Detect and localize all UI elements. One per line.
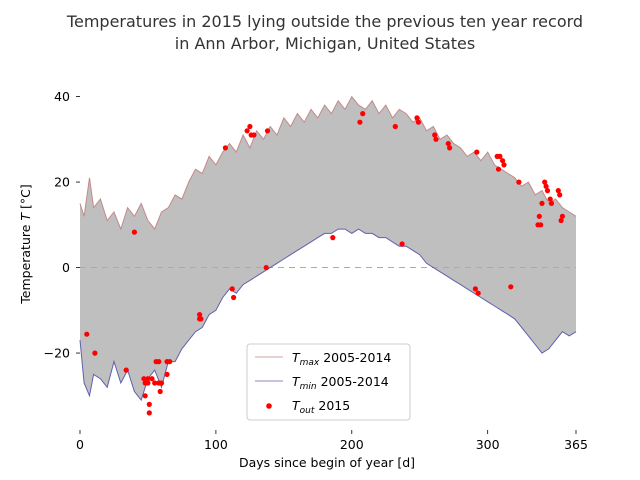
y-axis-label-prefix: Temperature [18,221,33,305]
tout-point [500,158,506,164]
legend-tmax-label: Tmax 2005-2014 [292,350,391,368]
legend-tmax-subscript: max [300,358,320,368]
tout-point [152,380,158,386]
legend-tmin-years: 2005-2014 [317,374,389,389]
tout-point [231,294,237,301]
x-tick-label: 200 [340,437,364,452]
tout-point [222,145,228,151]
legend-tmin-subscript: min [300,382,317,392]
tout-point [145,376,151,382]
tout-point [516,179,522,185]
legend-frame [246,343,411,421]
x-tick-label: 300 [476,437,500,452]
legend: Tmax 2005-2014 Tmin 2005-2014 Tout 2015 [246,343,411,421]
legend-tout-label: Tout 2015 [292,398,350,416]
tout-point [445,141,451,147]
tout-point [555,188,561,194]
record-range-band [80,96,576,401]
tout-point [558,217,564,224]
tout-point [142,393,148,399]
tout-point [548,200,555,206]
tout-point [536,213,542,219]
tout-point [501,162,507,168]
tout-point [145,380,151,386]
tout-point [542,179,548,185]
x-tick-label: 100 [204,437,228,452]
tout-point [84,331,90,337]
tout-point [263,265,269,271]
legend-tmax-years: 2005-2014 [319,350,391,365]
tout-point [547,196,553,202]
tout-point [247,123,253,130]
tout-point [357,119,363,125]
tout-point [399,241,405,247]
tout-point [360,111,366,117]
legend-tmin-symbol: T [292,374,301,389]
tout-point [157,388,163,395]
tout-point [244,128,250,134]
tout-point [156,359,162,365]
legend-tout-swatch [266,403,272,409]
tout-point [198,316,204,322]
tout-point [229,286,235,292]
x-tick-label: 365 [564,437,588,452]
x-tick-label: 0 [76,437,84,452]
legend-tmax-symbol: T [292,350,301,365]
y-axis-label: Temperature T [°C] [18,184,33,305]
tout-point [158,380,165,386]
tout-point [141,376,147,382]
tout-point [131,229,137,235]
tout-point [164,371,170,377]
plot-area [79,95,577,416]
legend-tout-years: 2015 [314,398,350,413]
tout-point [146,401,152,407]
tout-point [539,200,545,206]
y-tick-label: −20 [44,346,70,361]
tout-point [538,222,544,228]
tout-point [167,359,173,365]
tout-point [149,376,155,382]
tout-point [330,235,336,241]
legend-tout-subscript: out [300,406,315,416]
y-tick-label: 0 [62,260,70,275]
tout-point [543,183,549,189]
tmin-line [79,228,577,402]
tout-point [432,132,438,138]
chart-title: Temperatures in 2015 lying outside the p… [66,12,584,31]
y-tick-label: 20 [54,175,70,190]
tout-point [433,136,439,142]
tout-point [92,350,98,356]
chart-subtitle: in Ann Arbor, Michigan, United States [174,34,476,53]
y-axis-label-suffix: [°C] [18,184,33,213]
tout-point [557,192,563,198]
tout-point [415,119,421,125]
y-tick-label: 40 [54,89,70,104]
tout-point [414,115,420,121]
axes: 0 100 200 300 365 −20 0 20 40 [44,89,588,452]
tout-point [123,367,129,373]
tout-point [251,132,257,138]
tout-point [197,312,203,318]
tout-point [544,188,551,194]
legend-tmin-label: Tmin 2005-2014 [292,374,389,392]
y-axis-label-symbol: T [18,212,33,221]
tout-point [495,166,502,172]
tout-point [447,145,453,151]
tout-point [264,128,271,134]
tout-point [472,286,478,292]
tout-point [146,410,152,416]
tout-point [559,213,566,219]
tout-point [474,149,480,155]
tout-point [392,123,398,130]
tmax-line [79,95,577,231]
tout-point [508,284,514,290]
legend-tout-symbol: T [292,398,301,413]
tout-point [475,290,481,296]
x-axis-label: Days since begin of year [d] [239,455,415,470]
tout-point [497,153,503,159]
